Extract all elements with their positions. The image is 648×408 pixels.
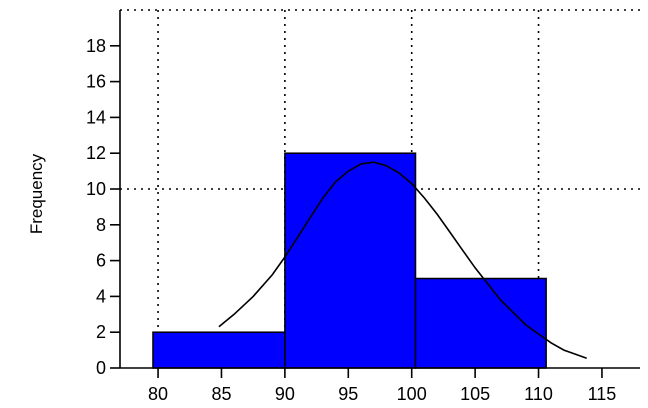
x-tick-label: 85 <box>211 384 231 404</box>
y-tick-label: 18 <box>86 36 106 56</box>
x-tick-label: 95 <box>338 384 358 404</box>
y-tick-label: 6 <box>96 251 106 271</box>
y-tick-label: 10 <box>86 179 106 199</box>
histogram-bar <box>152 331 286 369</box>
y-tick-label: 8 <box>96 215 106 235</box>
y-axis-ticks: 0 2 4 6 8 10 12 14 16 18 <box>86 36 120 378</box>
x-tick-label: 110 <box>524 384 553 404</box>
y-tick-label: 0 <box>96 358 106 378</box>
y-tick-label: 14 <box>86 107 106 127</box>
y-tick-label: 12 <box>86 143 106 163</box>
x-tick-label: 105 <box>460 384 490 404</box>
x-tick-label: 100 <box>397 384 427 404</box>
y-tick-label: 16 <box>86 72 106 92</box>
normal-curve <box>218 161 587 359</box>
x-tick-label: 90 <box>275 384 295 404</box>
x-tick-label: 115 <box>588 384 617 404</box>
histogram-bars <box>152 152 547 369</box>
y-axis-title: Frequency <box>27 153 46 234</box>
histogram-bar <box>414 277 547 369</box>
x-axis-ticks: 80 85 90 95 100 105 110 115 <box>148 368 616 404</box>
histogram-bar <box>284 152 417 369</box>
x-tick-label: 80 <box>148 384 168 404</box>
y-tick-label: 2 <box>96 322 106 342</box>
y-tick-label: 4 <box>96 286 106 306</box>
